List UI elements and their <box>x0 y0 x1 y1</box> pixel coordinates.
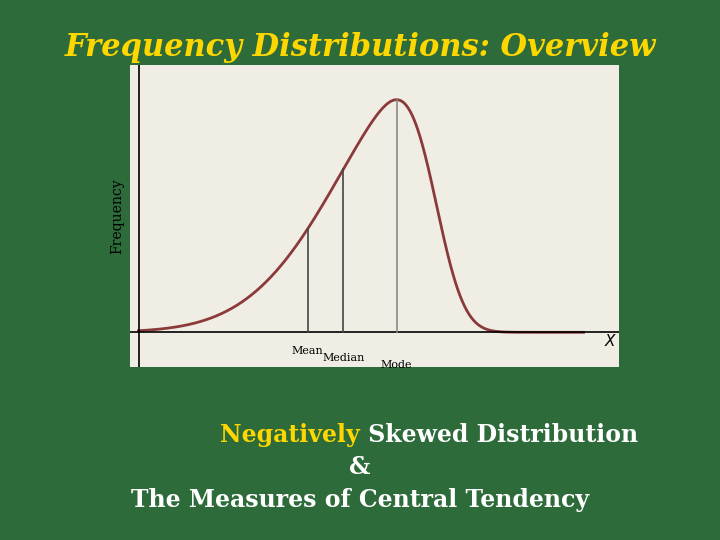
Text: X: X <box>605 334 616 349</box>
Text: Median: Median <box>322 353 364 363</box>
Text: Mode: Mode <box>381 360 413 370</box>
Text: &: & <box>349 455 371 479</box>
Text: Skewed Distribution: Skewed Distribution <box>360 423 638 447</box>
Text: Frequency Distributions: Overview: Frequency Distributions: Overview <box>64 32 656 63</box>
Text: Negatively: Negatively <box>220 423 360 447</box>
Y-axis label: Frequency: Frequency <box>110 178 124 254</box>
Text: Mean: Mean <box>292 346 323 356</box>
Text: The Measures of Central Tendency: The Measures of Central Tendency <box>131 488 589 511</box>
